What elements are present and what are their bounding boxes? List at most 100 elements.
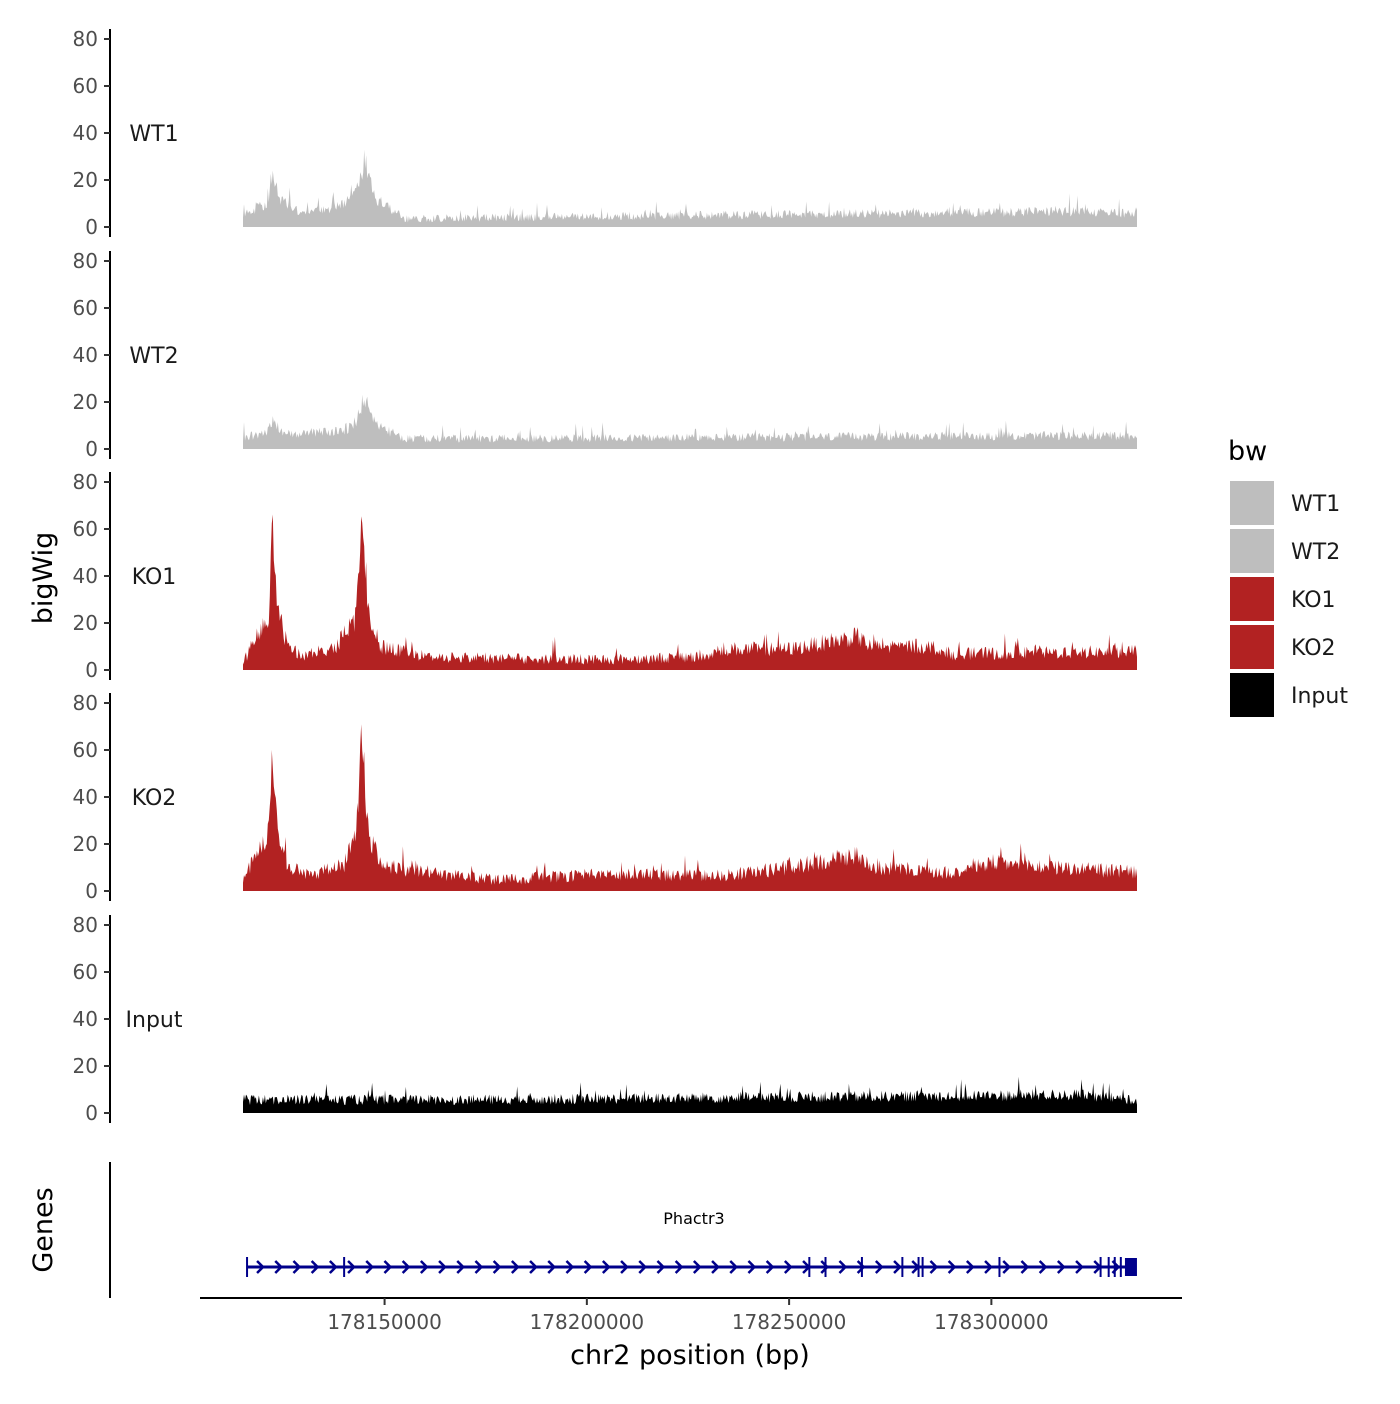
strand-arrow: [984, 1260, 993, 1274]
y-tick-label: 20: [73, 832, 98, 856]
strand-arrow: [474, 1260, 484, 1274]
y-tick-label: 40: [73, 785, 98, 809]
track-ko2: 0 20 40 60 80 KO2: [73, 691, 1137, 903]
strand-arrow: [1056, 1260, 1066, 1274]
track-label-input: Input: [126, 1008, 183, 1033]
strand-arrow: [838, 1260, 848, 1274]
x-axis-title: chr2 position (bp): [570, 1340, 810, 1371]
strand-arrow: [274, 1260, 284, 1274]
y-tick-label: 80: [73, 27, 98, 51]
x-tick-label: 178200000: [530, 1310, 645, 1334]
legend-label-wt1: WT1: [1291, 492, 1340, 517]
strand-arrow: [383, 1260, 393, 1274]
track-input: 0 20 40 60 80 Input: [73, 913, 1137, 1125]
strand-arrow: [783, 1260, 793, 1274]
strand-arrow: [893, 1260, 902, 1274]
legend-key-wt2: [1230, 529, 1274, 573]
strand-arrow: [638, 1260, 648, 1274]
track-wt1: 0 20 40 60 80 WT1: [73, 27, 1137, 239]
y-tick-label: 40: [73, 1007, 98, 1031]
y-tick-label: 80: [73, 249, 98, 273]
y-tick-label: 60: [73, 517, 98, 541]
y-tick-label: 0: [85, 1101, 98, 1125]
legend-key-ko2: [1230, 625, 1274, 669]
strand-arrow: [674, 1260, 684, 1274]
legend-key-wt1: [1230, 481, 1274, 525]
y-tick-label: 60: [73, 738, 98, 762]
gene-name-label: Phactr3: [663, 1209, 724, 1228]
track-label-wt1: WT1: [129, 122, 178, 147]
coverage-area-input: [243, 1076, 1137, 1113]
legend-label-ko1: KO1: [1291, 588, 1336, 613]
legend-title: bw: [1228, 436, 1267, 467]
strand-arrow: [765, 1260, 775, 1274]
strand-arrow: [656, 1260, 666, 1274]
strand-arrow: [620, 1260, 629, 1274]
strand-arrow: [492, 1260, 502, 1274]
coverage-area-ko2: [243, 724, 1137, 891]
genes-panel: Genes Phactr3: [28, 1162, 1137, 1298]
y-tick-label: 80: [73, 691, 98, 715]
x-tick-label: 178250000: [732, 1310, 847, 1334]
legend-label-input: Input: [1291, 684, 1348, 709]
y-tick-label: 60: [73, 296, 98, 320]
strand-arrow: [419, 1260, 429, 1274]
y-tick-label: 20: [73, 168, 98, 192]
strand-arrow: [729, 1260, 739, 1274]
strand-arrow: [601, 1260, 611, 1274]
y-tick-label: 40: [73, 121, 98, 145]
strand-arrow: [965, 1260, 975, 1274]
strand-arrow: [365, 1260, 375, 1274]
strand-arrow: [347, 1260, 356, 1274]
strand-arrow: [547, 1260, 557, 1274]
track-ko1: 0 20 40 60 80 KO1: [73, 470, 1137, 682]
y-tick-label: 0: [85, 879, 98, 903]
y-tick-label: 20: [73, 1054, 98, 1078]
strand-arrow: [711, 1260, 720, 1274]
coverage-area-ko1: [243, 514, 1137, 670]
strand-arrow: [256, 1260, 265, 1274]
strand-arrow: [583, 1260, 593, 1274]
legend-label-wt2: WT2: [1291, 540, 1340, 565]
strand-arrow: [1002, 1260, 1012, 1274]
legend-key-input: [1230, 673, 1274, 717]
strand-arrow: [1038, 1260, 1048, 1274]
coverage-area-wt1: [243, 149, 1137, 227]
strand-arrow: [1075, 1260, 1084, 1274]
strand-arrow: [438, 1260, 447, 1274]
legend: bw WT1 WT2 KO1 KO2 Input: [1228, 436, 1348, 717]
y-tick-label: 80: [73, 913, 98, 937]
x-tick-label: 178300000: [934, 1310, 1049, 1334]
gene-model: [246, 1257, 1137, 1277]
tracks-group: 0 20 40 60 80 WT1 0 20 40 60 80 WT2 0 20 40 60 80 KO1 0 20 4…: [73, 27, 1137, 1125]
strand-arrow: [328, 1260, 338, 1274]
y-tick-label: 60: [73, 74, 98, 98]
genes-label: Genes: [28, 1187, 59, 1272]
track-label-ko2: KO2: [132, 786, 177, 811]
strand-arrow: [529, 1260, 538, 1274]
strand-arrow: [874, 1260, 884, 1274]
strand-arrow: [456, 1260, 466, 1274]
strand-arrow: [947, 1260, 957, 1274]
y-tick-label: 40: [73, 343, 98, 367]
strand-arrow: [692, 1260, 702, 1274]
strand-arrow: [820, 1260, 830, 1274]
strand-arrow: [292, 1260, 302, 1274]
legend-label-ko2: KO2: [1291, 636, 1336, 661]
x-axis: 178150000 178200000 178250000 178300000: [200, 1297, 1182, 1334]
track-wt2: 0 20 40 60 80 WT2: [73, 249, 1137, 461]
legend-key-ko1: [1230, 577, 1274, 621]
y-axis-title: bigWig: [28, 532, 59, 625]
track-label-ko1: KO1: [132, 565, 177, 590]
strand-arrow: [929, 1260, 939, 1274]
gene-end-exon: [1124, 1258, 1137, 1276]
x-tick-label: 178150000: [327, 1310, 442, 1334]
strand-arrow: [1020, 1260, 1030, 1274]
y-tick-label: 80: [73, 470, 98, 494]
y-tick-label: 60: [73, 960, 98, 984]
strand-arrow: [401, 1260, 411, 1274]
strand-arrow: [856, 1260, 866, 1274]
coverage-area-wt2: [243, 394, 1137, 449]
